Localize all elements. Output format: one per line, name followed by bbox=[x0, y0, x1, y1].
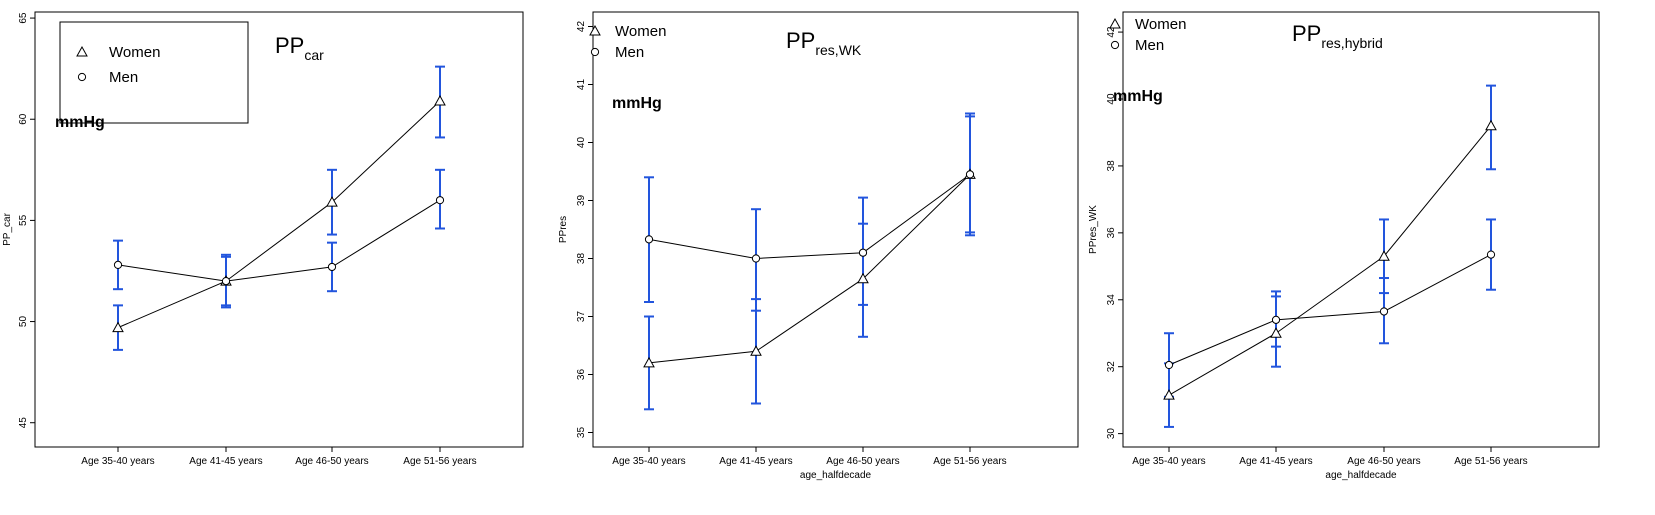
y-tick-label: 37 bbox=[576, 311, 587, 323]
data-point-women bbox=[1378, 250, 1390, 261]
data-point-women bbox=[643, 356, 655, 368]
y-tick-label: 30 bbox=[1106, 428, 1117, 440]
y-tick-label: 55 bbox=[18, 214, 29, 226]
x-axis-label: age_halfdecade bbox=[1325, 470, 1397, 481]
data-point-men bbox=[858, 248, 868, 257]
legend-label-men: Men bbox=[1135, 37, 1164, 54]
data-point-men bbox=[327, 262, 337, 272]
y-tick-label: 40 bbox=[576, 137, 587, 149]
chart-title: PPres,hybrid bbox=[1292, 21, 1383, 51]
data-point-men bbox=[435, 196, 445, 205]
series-line-women bbox=[117, 100, 441, 329]
x-tick-label: Age 35-40 years bbox=[81, 456, 154, 467]
data-point-men bbox=[751, 254, 761, 263]
y-tick-label: 36 bbox=[1106, 227, 1117, 239]
x-tick-label: Age 51-56 years bbox=[1454, 456, 1527, 467]
legend-label-men: Men bbox=[615, 44, 644, 61]
x-tick-label: Age 51-56 years bbox=[933, 456, 1006, 467]
chart-title-subscript: res,hybrid bbox=[1321, 35, 1382, 51]
y-tick-label: 40 bbox=[1106, 93, 1117, 105]
legend-label-men: Men bbox=[109, 69, 138, 86]
chart-title: PPres,WK bbox=[786, 28, 862, 58]
data-point-men bbox=[1164, 360, 1174, 370]
y-tick-label: 42 bbox=[576, 21, 587, 33]
plot-frame bbox=[592, 11, 1079, 448]
y-axis-label: PPres bbox=[558, 216, 569, 243]
legend-label-women: Women bbox=[109, 44, 160, 61]
y-tick-label: 42 bbox=[1106, 26, 1117, 38]
x-tick-label: Age 35-40 years bbox=[1132, 456, 1205, 467]
chart-title-main: PP bbox=[786, 28, 815, 53]
unit-label: mmHg bbox=[55, 114, 105, 131]
legend-box bbox=[59, 21, 249, 124]
series-line-men bbox=[648, 173, 971, 260]
chart-title-subscript: car bbox=[304, 47, 324, 63]
series-line-women bbox=[1168, 125, 1492, 396]
legend-symbol-women bbox=[589, 24, 601, 36]
data-point-men bbox=[644, 235, 654, 244]
x-axis-label: age_halfdecade bbox=[800, 470, 872, 481]
unit-label: mmHg bbox=[612, 95, 662, 112]
x-tick-label: Age 41-45 years bbox=[719, 456, 792, 467]
y-tick-label: 50 bbox=[18, 316, 29, 328]
series-line-women bbox=[648, 174, 971, 364]
series-line-men bbox=[117, 199, 441, 282]
y-axis-label: PP_car bbox=[2, 212, 13, 245]
legend-symbol-men bbox=[1110, 40, 1120, 50]
data-point-women bbox=[1163, 389, 1175, 400]
data-point-women bbox=[857, 272, 869, 284]
legend-symbol-women bbox=[76, 45, 88, 57]
y-tick-label: 35 bbox=[576, 427, 587, 439]
x-tick-label: Age 35-40 years bbox=[612, 456, 685, 467]
series-line-men bbox=[1168, 254, 1492, 366]
data-point-men bbox=[1486, 250, 1496, 259]
chart-title-main: PP bbox=[1292, 21, 1321, 46]
y-axis-label: PPres_WK bbox=[1088, 205, 1099, 254]
chart-panel-2: 35 36 37 38 39 40 41 42 Age 35-40 years Age 41-45… bbox=[558, 11, 1079, 481]
y-tick-label: 34 bbox=[1106, 294, 1117, 306]
x-tick-label: Age 41-45 years bbox=[189, 456, 262, 467]
plot-frame bbox=[34, 11, 524, 448]
y-tick-label: 41 bbox=[576, 79, 587, 91]
chart-title-main: PP bbox=[275, 33, 304, 58]
data-point-women bbox=[750, 345, 762, 356]
data-point-men bbox=[113, 260, 123, 270]
y-tick-label: 45 bbox=[18, 417, 29, 429]
y-tick-label: 38 bbox=[1106, 160, 1117, 172]
data-point-women bbox=[112, 321, 124, 333]
y-tick-label: 39 bbox=[576, 195, 587, 207]
x-tick-label: Age 46-50 years bbox=[826, 456, 899, 467]
legend-label-women: Women bbox=[1135, 16, 1186, 33]
data-point-women bbox=[326, 196, 338, 207]
unit-label: mmHg bbox=[1113, 88, 1163, 105]
data-point-women bbox=[1270, 327, 1282, 338]
legend-symbol-men bbox=[77, 72, 87, 82]
plot-frame bbox=[1122, 11, 1600, 448]
x-tick-label: Age 41-45 years bbox=[1239, 456, 1312, 467]
data-point-women bbox=[434, 94, 446, 106]
chart-title-subscript: res,WK bbox=[815, 42, 862, 58]
data-point-women bbox=[1485, 119, 1497, 131]
chart-title: PPcar bbox=[275, 33, 324, 63]
legend-label-women: Women bbox=[615, 23, 666, 40]
y-tick-label: 38 bbox=[576, 253, 587, 265]
y-tick-label: 60 bbox=[18, 113, 29, 125]
data-point-men bbox=[1271, 315, 1281, 324]
y-tick-label: 32 bbox=[1106, 361, 1117, 373]
data-point-men bbox=[1379, 307, 1389, 316]
x-tick-label: Age 46-50 years bbox=[295, 456, 368, 467]
data-point-men bbox=[965, 170, 975, 179]
legend-symbol-men bbox=[590, 47, 600, 57]
chart-panel-3: 30 32 34 36 38 40 42 Age 35-40 years Age 41-45 y… bbox=[1088, 11, 1600, 481]
y-tick-label: 65 bbox=[18, 12, 29, 24]
legend-symbol-women bbox=[1109, 17, 1121, 29]
data-point-men bbox=[221, 276, 231, 286]
x-tick-label: Age 46-50 years bbox=[1347, 456, 1420, 467]
y-tick-label: 36 bbox=[576, 369, 587, 381]
x-tick-label: Age 51-56 years bbox=[403, 456, 476, 467]
chart-panel-1: 45 50 55 60 65 Age 35-40 years Age 41-45 years… bbox=[2, 11, 524, 467]
